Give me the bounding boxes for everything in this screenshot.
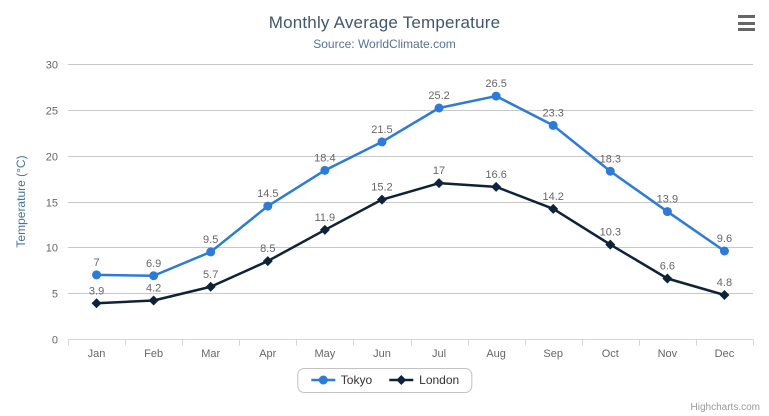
chart-subtitle: Source: WorldClimate.com: [313, 37, 456, 51]
data-point-london-jan[interactable]: [91, 298, 102, 309]
data-point-london-feb[interactable]: [148, 295, 159, 306]
data-label: 18.4: [314, 152, 335, 164]
london-line-marker-icon: [389, 375, 414, 385]
svg-text:25: 25: [46, 106, 58, 118]
series-line-london: [95, 181, 726, 305]
data-label: 10.3: [600, 227, 621, 239]
data-point-london-jun[interactable]: [376, 194, 387, 205]
data-point-tokyo-jun[interactable]: [377, 137, 387, 147]
data-point-tokyo-mar[interactable]: [206, 247, 216, 257]
svg-text:30: 30: [46, 60, 58, 72]
svg-text:Jun: Jun: [373, 348, 391, 360]
svg-text:20: 20: [46, 152, 58, 164]
data-label: 6.6: [660, 261, 675, 273]
data-point-london-oct[interactable]: [605, 239, 616, 250]
series-line-tokyo: [95, 94, 726, 277]
data-point-tokyo-sep[interactable]: [548, 120, 558, 130]
data-point-london-may[interactable]: [319, 224, 330, 235]
credits-link[interactable]: Highcharts.com: [690, 402, 760, 413]
data-label: 21.5: [371, 124, 392, 136]
data-point-tokyo-may[interactable]: [320, 165, 330, 175]
y-gridlines: [68, 64, 753, 340]
data-label: 15.2: [371, 182, 392, 194]
data-point-tokyo-nov[interactable]: [662, 207, 672, 217]
x-axis-labels: Jan Feb Mar Apr May Jun Jul Aug Sep Oct Nov Dec: [88, 348, 735, 360]
legend-item-london[interactable]: London: [388, 373, 459, 387]
svg-text:Mar: Mar: [201, 348, 220, 360]
svg-text:Dec: Dec: [715, 348, 735, 360]
data-point-tokyo-jan[interactable]: [92, 270, 102, 280]
data-point-london-dec[interactable]: [719, 290, 730, 300]
x-axis: [68, 339, 754, 346]
data-point-london-nov[interactable]: [662, 273, 673, 284]
data-label: 7: [93, 257, 99, 269]
legend-item-tokyo[interactable]: Tokyo: [310, 373, 372, 387]
data-label: 26.5: [485, 78, 506, 90]
data-label: 8.5: [260, 243, 275, 255]
series-tokyo: 7 6.9 9.5 14.5 18.4 21.5 25.2 26.5 23.3 18.3 13.9 9…: [92, 78, 732, 281]
data-label: 3.9: [89, 285, 104, 297]
svg-text:Oct: Oct: [602, 348, 619, 360]
data-label: 11.9: [315, 212, 336, 224]
data-label: 13.9: [657, 194, 678, 206]
y-axis-title: Temperature (°C): [14, 155, 28, 247]
series-london: 3.9 4.2 5.7 8.5 11.9 15.2 17 16.6 14.2 10.3 6.6 4.8: [89, 165, 732, 309]
data-point-tokyo-jul[interactable]: [434, 103, 444, 113]
data-point-tokyo-dec[interactable]: [719, 246, 729, 256]
data-label: 14.5: [257, 188, 278, 200]
y-axis-labels: 0 5 10 15 20 25 30: [46, 60, 58, 347]
data-point-tokyo-apr[interactable]: [263, 201, 273, 211]
svg-text:0: 0: [52, 335, 58, 347]
data-label: 25.2: [428, 90, 449, 102]
data-point-tokyo-oct[interactable]: [605, 166, 615, 176]
svg-text:Jan: Jan: [88, 348, 106, 360]
svg-text:15: 15: [46, 198, 58, 210]
data-label: 16.6: [485, 169, 506, 181]
data-label: 5.7: [203, 269, 218, 281]
data-point-london-jul[interactable]: [434, 178, 445, 189]
svg-text:May: May: [314, 348, 335, 360]
legend-label-tokyo: Tokyo: [340, 373, 373, 387]
chart-legend: Tokyo London: [296, 368, 473, 393]
svg-text:Aug: Aug: [486, 348, 506, 360]
svg-text:Apr: Apr: [259, 348, 276, 360]
data-label: 18.3: [600, 153, 621, 165]
data-point-tokyo-feb[interactable]: [149, 271, 159, 281]
svg-text:10: 10: [46, 243, 58, 255]
data-point-london-apr[interactable]: [262, 256, 273, 267]
data-label: 9.5: [203, 234, 218, 246]
data-label: 4.8: [717, 277, 732, 289]
hamburger-icon: [738, 15, 755, 18]
chart-context-menu-button[interactable]: [736, 13, 758, 33]
data-label: 23.3: [542, 107, 563, 119]
data-label: 14.2: [542, 191, 563, 203]
svg-text:Feb: Feb: [144, 348, 163, 360]
data-point-london-mar[interactable]: [205, 281, 216, 292]
hamburger-icon: [738, 28, 755, 31]
data-label: 4.2: [146, 283, 161, 295]
chart-title: Monthly Average Temperature: [268, 13, 501, 32]
svg-text:Nov: Nov: [658, 348, 678, 360]
hamburger-icon: [738, 21, 755, 25]
svg-text:Sep: Sep: [543, 348, 563, 360]
data-label: 9.6: [717, 233, 732, 245]
tokyo-line-marker-icon: [310, 375, 335, 385]
svg-text:5: 5: [52, 289, 58, 301]
legend-label-london: London: [419, 373, 460, 387]
svg-text:Jul: Jul: [432, 348, 446, 360]
data-label: 17: [433, 165, 445, 177]
data-point-london-aug[interactable]: [491, 181, 502, 192]
data-point-tokyo-aug[interactable]: [491, 91, 501, 101]
data-point-london-sep[interactable]: [548, 203, 559, 214]
data-label: 6.9: [146, 258, 161, 270]
